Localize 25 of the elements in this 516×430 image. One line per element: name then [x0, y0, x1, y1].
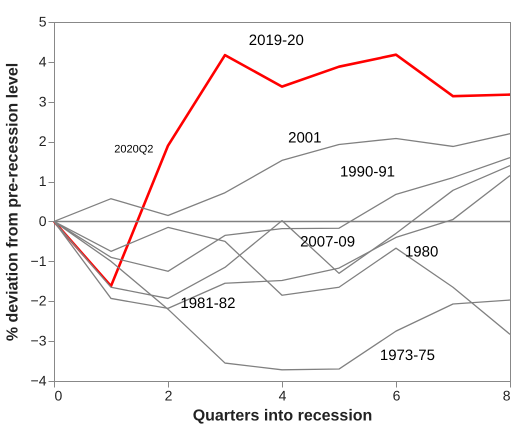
y-tick-label: 2	[38, 133, 47, 150]
x-axis-title: Quarters into recession	[192, 408, 372, 424]
y-tick-label: 3	[38, 93, 47, 110]
y-tick-label: 1	[38, 173, 47, 190]
x-tick-label: 4	[278, 388, 287, 404]
x-tick-label: 2	[164, 388, 173, 404]
series-label: 1973-75	[380, 347, 435, 364]
y-tick-label: −2	[30, 292, 47, 309]
series-label: 2007-09	[300, 233, 356, 250]
y-tick-label: −3	[30, 332, 47, 349]
series-label: 1981-82	[180, 295, 236, 312]
series-label: 1980	[404, 243, 438, 260]
series-label: 2001	[288, 130, 322, 147]
y-tick-label: 0	[38, 212, 47, 229]
annotation: 2020Q2	[114, 144, 154, 156]
y-tick-label: 4	[38, 53, 47, 70]
y-tick-label: −4	[30, 372, 47, 388]
series-label: 1990-91	[340, 164, 396, 181]
y-tick-label: −1	[30, 252, 47, 269]
y-tick-label: 5	[38, 14, 47, 30]
x-tick-label: 6	[392, 388, 401, 404]
y-axis-title: % deviation from pre-recession level	[4, 62, 22, 342]
series-label: 2019-20	[248, 32, 304, 49]
x-tick-label: 8	[502, 388, 511, 404]
x-tick-label: 0	[54, 388, 62, 404]
